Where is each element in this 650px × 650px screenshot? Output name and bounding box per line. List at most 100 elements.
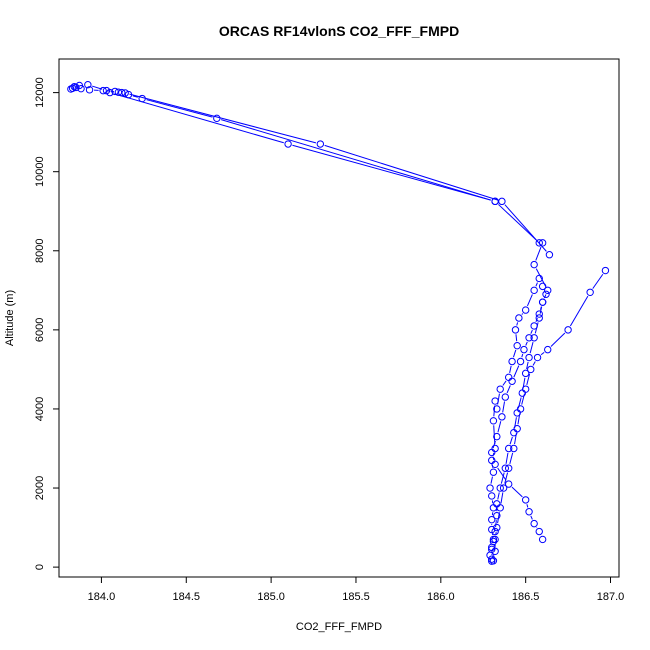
series-segment [514,433,517,445]
data-point [493,405,501,413]
data-point [527,365,535,374]
data-point [213,114,221,123]
data-point [525,334,533,342]
data-point [489,537,498,546]
series-segment [324,144,498,201]
y-tick-label: 10000 [34,156,46,187]
data-point [501,464,510,472]
series-segment [534,322,539,334]
data-point [121,89,129,97]
series-4 [67,81,554,259]
data-point [488,456,496,465]
series-segment [550,332,566,347]
data-point [516,405,525,413]
data-point [488,492,496,500]
data-point [491,197,499,206]
x-tick-label: 186.5 [512,591,540,603]
data-point [538,298,547,306]
series-segment [497,492,500,500]
data-point [499,484,508,492]
series-segment [530,329,533,334]
data-point [489,557,498,565]
data-point [488,515,496,524]
data-point [75,81,84,90]
y-tick-label: 12000 [34,77,46,108]
series-segment [511,486,523,498]
series-segment [492,440,496,449]
data-point [496,385,504,393]
series-segment [129,93,317,144]
data-point [316,140,325,148]
data-point [491,547,499,555]
data-point [498,197,506,206]
data-point [508,357,516,366]
series-segment [504,472,509,484]
series-segment [535,282,538,287]
data-point [489,417,498,425]
data-point [513,425,521,433]
x-tick-label: 185.5 [342,591,370,603]
x-tick-label: 184.5 [173,591,201,603]
series-segment [592,273,604,289]
data-point [488,448,496,457]
plot-area [67,81,610,565]
x-axis-label: CO2_FFF_FMPD [296,621,382,633]
data-point [496,504,504,512]
x-tick-label: 186.0 [427,591,455,603]
series-segment [114,93,284,144]
series-segment [509,452,514,465]
data-point [496,484,504,492]
series-segment [540,351,545,356]
series-segment [526,504,529,508]
data-point [486,484,494,492]
data-point [488,555,496,563]
data-point [491,397,499,405]
series-segment [220,119,491,201]
data-point [493,500,501,508]
data-point [515,314,523,322]
series-segment [512,349,517,358]
series-segment [525,341,528,346]
data-point [513,341,521,350]
data-point [493,512,501,520]
series-segment [569,295,589,327]
plot-frame [58,58,620,578]
series-segment [292,144,491,201]
data-point [106,88,114,97]
series-segment [521,353,524,358]
series-segment [521,393,526,405]
data-point [520,345,528,354]
data-point [510,444,518,453]
data-point [521,306,530,314]
series-segment [535,246,542,261]
data-point [530,334,538,342]
series-segment [146,99,213,118]
y-tick-label: 4000 [34,397,46,421]
data-point [530,519,538,528]
series-3 [489,266,610,565]
data-point [70,82,78,91]
data-point [544,345,552,354]
series-segment [513,365,520,378]
series-segment [532,361,536,366]
y-tick-label: 6000 [34,318,46,342]
data-point [538,535,547,544]
series-segment [521,313,524,315]
series-segment [500,492,504,504]
series-segment [517,413,521,425]
data-point [491,527,499,536]
series-segment [543,294,547,299]
x-axis: 184.0 184.5 185.0 185.5 186.0 186.5 187.0 [88,576,624,603]
series-segment [526,294,533,307]
series-segment [529,342,534,354]
data-point [493,432,501,441]
data-point [544,286,552,295]
series-segment [535,268,547,287]
chart-title: ORCAS RF14vlonS CO2_FFF_FMPD [219,23,459,39]
data-point [284,140,292,148]
data-point [493,523,501,532]
data-point [535,527,543,536]
series-segment [526,373,531,385]
data-point [504,444,513,453]
